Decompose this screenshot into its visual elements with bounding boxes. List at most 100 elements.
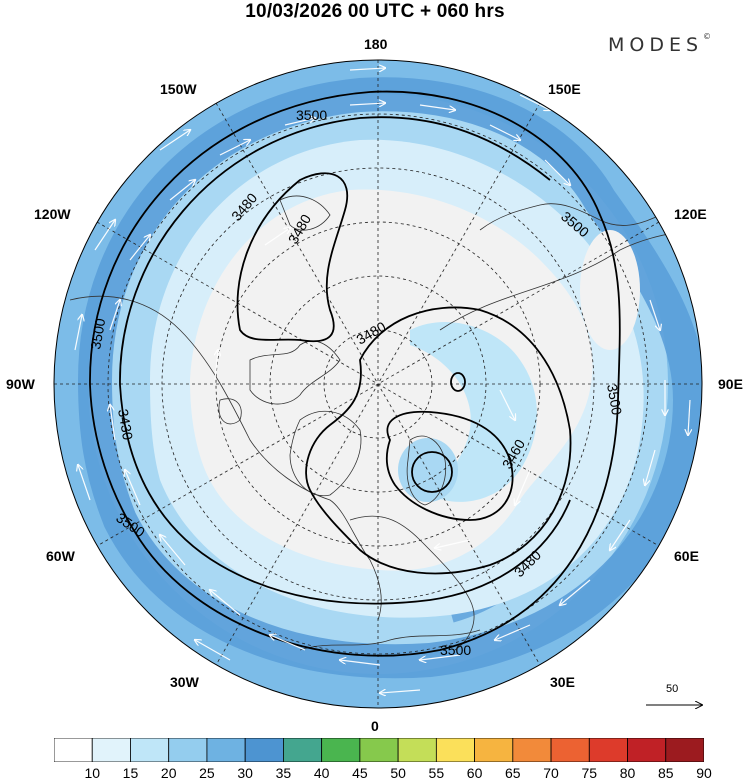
colorbar-tick-label: 40 bbox=[313, 765, 330, 781]
colorbar-tick-label: 85 bbox=[657, 765, 674, 781]
coast-europe bbox=[349, 515, 475, 651]
wind-arrow bbox=[215, 350, 218, 381]
colorbar-tick-label: 90 bbox=[696, 765, 712, 781]
jet-core bbox=[77, 77, 702, 679]
colorbar-tick-label: 70 bbox=[543, 765, 559, 781]
colorbar-tick-label: 80 bbox=[619, 765, 636, 781]
coast-far-east bbox=[479, 203, 661, 231]
colorbar-cell bbox=[54, 738, 93, 762]
coast-arctic-islands bbox=[218, 340, 341, 425]
colorbar-cell bbox=[665, 738, 704, 762]
wind-arrow bbox=[649, 299, 660, 330]
wind-arrow bbox=[544, 159, 570, 185]
reference-vector-label: 50 bbox=[666, 683, 679, 695]
map-title: 10/03/2026 00 UTC + 060 hrs bbox=[245, 1, 505, 22]
brand-name: MODES bbox=[608, 34, 704, 56]
colorbar-cell bbox=[474, 738, 514, 762]
coastlines bbox=[69, 195, 691, 651]
colorbar-tick-label: 75 bbox=[581, 765, 598, 781]
colorbar bbox=[54, 738, 704, 762]
wind-arrow bbox=[195, 640, 231, 661]
colorbar-cell bbox=[91, 738, 131, 762]
colorbar-tick-label: 45 bbox=[352, 765, 368, 781]
wind-arrow bbox=[340, 660, 381, 666]
colorbar-cell bbox=[512, 738, 552, 762]
wind-arrow bbox=[210, 590, 241, 616]
wind-arrow bbox=[499, 389, 515, 420]
colorbar-tick-label: 50 bbox=[390, 765, 406, 781]
wind-arrow bbox=[420, 654, 461, 660]
contour-3430-south bbox=[119, 384, 571, 605]
colorbar-cell bbox=[359, 738, 399, 762]
lon-label-60e: 60E bbox=[674, 548, 699, 564]
contour-cutoff-low bbox=[411, 451, 453, 493]
lon-label-30e: 30E bbox=[550, 674, 575, 690]
coast-siberia bbox=[439, 229, 691, 331]
graticule bbox=[54, 60, 702, 708]
coast-north-africa bbox=[299, 629, 481, 651]
wind-arrow bbox=[435, 539, 471, 548]
lon-label-150w: 150W bbox=[160, 81, 197, 97]
coast-greenland bbox=[289, 411, 362, 497]
reference-vector bbox=[646, 683, 704, 713]
wind-arrow bbox=[519, 94, 550, 110]
wind-arrow bbox=[610, 519, 631, 550]
wind-arrow bbox=[264, 228, 290, 246]
geopotential-contours bbox=[89, 90, 621, 657]
contour-3480-north bbox=[236, 172, 348, 343]
wind-arrow bbox=[169, 180, 195, 201]
lon-label-90w: 90W bbox=[6, 376, 35, 392]
lon-label-0: 0 bbox=[371, 718, 379, 734]
copyright-mark: © bbox=[703, 32, 712, 41]
colorbar-cell bbox=[435, 738, 475, 762]
wind-arrow bbox=[688, 399, 690, 435]
wind-arrow bbox=[645, 449, 656, 485]
wind-arrow bbox=[284, 118, 315, 126]
colorbar-cell bbox=[206, 738, 246, 762]
contour-3430 bbox=[119, 116, 551, 386]
lon-label-30w: 30W bbox=[170, 674, 199, 690]
wind-arrow bbox=[109, 300, 120, 331]
wind-arrow bbox=[125, 470, 141, 506]
lon-label-180: 180 bbox=[364, 36, 388, 52]
coast-alaska bbox=[279, 195, 331, 231]
colorbar-tick-label: 10 bbox=[84, 765, 101, 781]
colorbar-cell bbox=[397, 738, 437, 762]
contour-label: 3500 bbox=[604, 383, 625, 417]
colorbar-cell bbox=[168, 738, 208, 762]
colorbar-tick-label: 15 bbox=[122, 765, 139, 781]
wind-arrow bbox=[160, 535, 186, 566]
colorbar-tick-label: 65 bbox=[505, 765, 521, 781]
colorbar-cell bbox=[283, 738, 323, 762]
wind-arrow bbox=[495, 624, 531, 640]
colorbar-tick-label: 20 bbox=[160, 765, 177, 781]
wind-arrow bbox=[159, 130, 190, 151]
contour-3500 bbox=[89, 90, 621, 657]
wind-arrow bbox=[110, 405, 116, 441]
lon-label-60w: 60W bbox=[46, 548, 75, 564]
wind-arrow bbox=[419, 104, 455, 110]
wind-arrow bbox=[380, 690, 421, 693]
lon-label-120e: 120E bbox=[674, 206, 707, 222]
colorbar-tick-label: 25 bbox=[199, 765, 215, 781]
lon-label-150e: 150E bbox=[548, 81, 581, 97]
map-boundary bbox=[53, 59, 703, 709]
colorbar-cell bbox=[550, 738, 590, 762]
wind-arrow bbox=[489, 124, 520, 140]
wind-arrow bbox=[349, 103, 385, 105]
wind-arrow bbox=[560, 579, 591, 605]
contour-3460 bbox=[385, 410, 514, 521]
wind-arrow bbox=[78, 465, 91, 501]
contour-small-low bbox=[450, 372, 466, 392]
calm-east-patch bbox=[580, 230, 640, 350]
contour-label: 3430 bbox=[115, 408, 136, 442]
contour-3480-main bbox=[305, 306, 572, 575]
wind-arrow bbox=[270, 635, 306, 651]
colorbar-tick-label: 35 bbox=[275, 765, 292, 781]
wind-arrow bbox=[515, 469, 531, 505]
meridian-120e-60w bbox=[96, 221, 660, 547]
lon-label-90e: 90E bbox=[718, 376, 743, 392]
wind-arrow bbox=[219, 140, 250, 156]
colorbar-cell bbox=[244, 738, 284, 762]
